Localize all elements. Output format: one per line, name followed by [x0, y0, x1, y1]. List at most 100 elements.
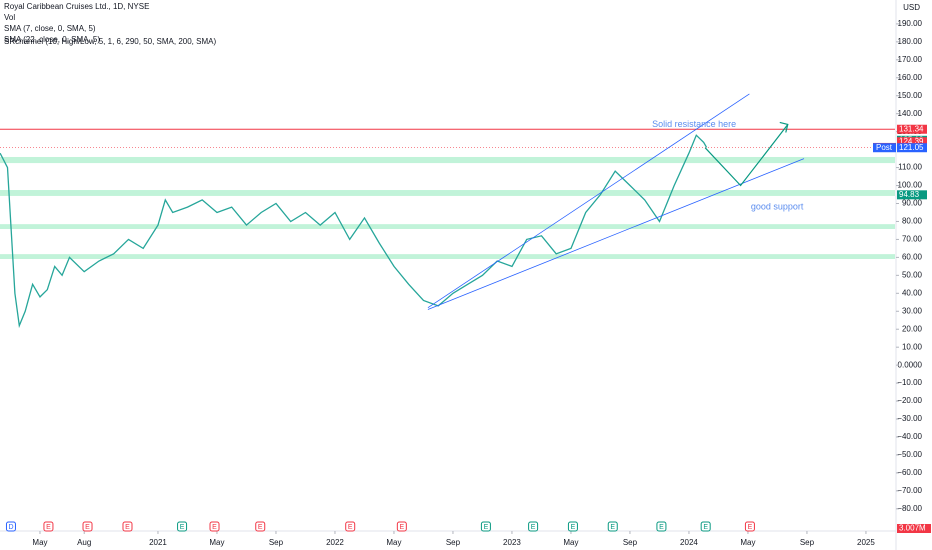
price-badge — [897, 190, 927, 200]
y-tick-label: 20.00 — [902, 324, 923, 333]
projection-path — [704, 124, 789, 187]
x-tick-label: May — [563, 538, 578, 547]
price-badge — [897, 143, 927, 153]
y-tick-label: 160.00 — [898, 73, 923, 82]
y-tick-label: 180.00 — [898, 37, 923, 46]
y-tick-label: 50.00 — [902, 270, 923, 279]
event-label: E — [610, 524, 615, 531]
y-tick-label: 110.00 — [898, 163, 922, 172]
x-tick-label: 2023 — [503, 538, 521, 547]
event-label: E — [180, 524, 185, 531]
event-marker — [43, 521, 54, 532]
y-tick-label: −20.00 — [897, 396, 922, 405]
x-tick-label: Sep — [269, 538, 284, 547]
y-tick-label: −50.00 — [897, 450, 922, 459]
y-tick-label: 190.00 — [898, 19, 923, 28]
event-label: E — [46, 524, 51, 531]
annotation: good support — [751, 201, 804, 211]
event-label: E — [571, 524, 576, 531]
event-marker — [396, 521, 407, 532]
x-tick-label: Sep — [446, 538, 461, 547]
event-label: E — [125, 524, 130, 531]
event-label: E — [659, 524, 664, 531]
y-tick-label: 10.00 — [902, 342, 923, 351]
event-label: E — [212, 524, 217, 531]
x-tick-label: Sep — [623, 538, 638, 547]
y-tick-label: 100.00 — [898, 181, 923, 190]
y-tick-label: −10.00 — [897, 378, 922, 387]
price-badge — [897, 137, 927, 147]
sr-zone — [0, 190, 895, 196]
y-tick-label: −30.00 — [897, 414, 922, 423]
sr-zone — [0, 156, 895, 164]
volume-badge-label: 3.007M — [899, 524, 926, 533]
event-label: E — [258, 524, 263, 531]
y-tick-label: 90.00 — [902, 199, 923, 208]
x-tick-label: 2025 — [857, 538, 875, 547]
event-marker — [122, 521, 133, 532]
y-tick-label: 0.0000 — [898, 360, 923, 369]
y-tick-label: −70.00 — [897, 486, 922, 495]
event-label: E — [531, 524, 536, 531]
event-marker — [177, 521, 188, 532]
y-tick-label: 150.00 — [898, 91, 923, 100]
event-marker — [255, 521, 266, 532]
legend-line: SRchannel (10, High/Low, 5, 1, 6, 290, 5… — [4, 37, 216, 46]
x-tick-label: Sep — [800, 538, 815, 547]
x-tick-label: 2024 — [680, 538, 698, 547]
x-tick-label: May — [209, 538, 224, 547]
event-marker — [480, 521, 491, 532]
x-tick-label: 2021 — [149, 538, 167, 547]
event-marker — [567, 521, 578, 532]
chart-title: Royal Caribbean Cruises Ltd., 1D, NYSE — [4, 2, 149, 11]
price-badge-label: 121.05 — [899, 143, 924, 152]
event-marker — [209, 521, 220, 532]
sr-zone — [0, 254, 895, 259]
y-tick-label: −80.00 — [897, 504, 922, 513]
x-tick-label: 2022 — [326, 538, 344, 547]
legend-line: SMA (7, close, 0, SMA, 5) — [4, 24, 96, 33]
event-label: E — [748, 524, 753, 531]
event-marker — [82, 521, 93, 532]
event-marker — [744, 521, 755, 532]
badge-name: Post — [876, 143, 893, 152]
annotation: Solid resistance here — [652, 119, 736, 129]
y-tick-label: 140.00 — [898, 109, 923, 118]
event-label: E — [399, 524, 404, 531]
event-label: E — [85, 524, 90, 531]
price-badge — [897, 124, 927, 134]
price-line — [0, 134, 708, 329]
y-tick-label: 170.00 — [898, 55, 923, 64]
y-tick-label: 80.00 — [902, 217, 923, 226]
event-marker — [345, 521, 356, 532]
y-tick-label: 30.00 — [902, 306, 923, 315]
event-label: E — [348, 524, 353, 531]
event-marker — [5, 521, 16, 532]
event-label: D — [8, 524, 13, 531]
x-tick-label: May — [32, 538, 47, 547]
y-tick-label: 60.00 — [902, 252, 923, 261]
x-tick-label: May — [740, 538, 755, 547]
event-marker — [656, 521, 667, 532]
y-tick-label: 40.00 — [902, 288, 923, 297]
badge-name-box — [873, 143, 896, 153]
event-label: E — [484, 524, 489, 531]
legend-line: Vol — [4, 13, 15, 22]
legend-line: SMA (22, close, 0, SMA, 5) — [4, 35, 100, 44]
trend-line — [427, 93, 750, 309]
arrow-head — [779, 121, 789, 133]
x-tick-label: May — [386, 538, 401, 547]
price-badge-label: 131.34 — [899, 124, 924, 133]
currency: USD — [903, 3, 920, 12]
event-marker — [528, 521, 539, 532]
event-marker — [607, 521, 618, 532]
y-tick-label: −60.00 — [897, 468, 922, 477]
y-tick-label: −40.00 — [897, 432, 922, 441]
volume-badge — [897, 524, 931, 533]
event-label: E — [703, 524, 708, 531]
sr-zone — [0, 224, 895, 230]
y-tick-label: 70.00 — [902, 235, 923, 244]
price-badge-label: 124.39 — [899, 137, 924, 146]
